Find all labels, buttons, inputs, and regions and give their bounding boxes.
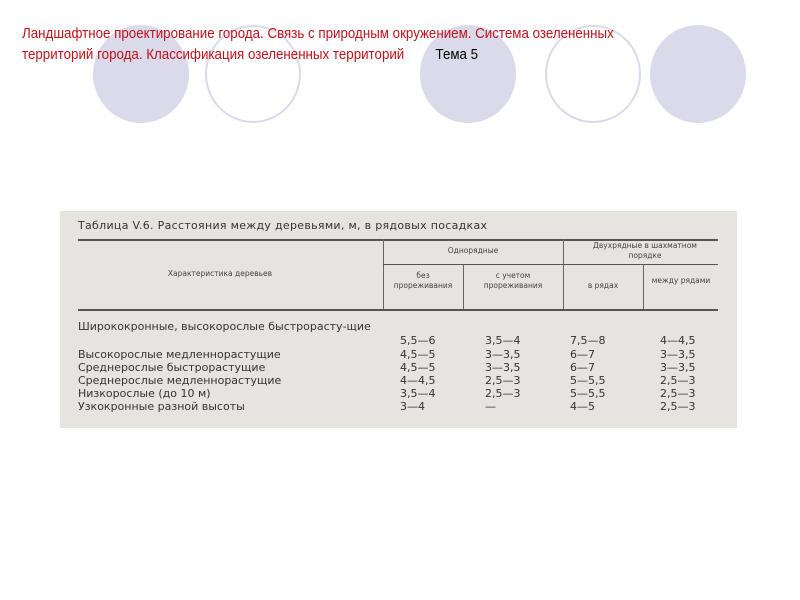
table-cell: 3,5—4 — [400, 387, 436, 400]
table-cell: 6—7 — [570, 348, 595, 361]
table-cell: 2,5—3 — [660, 387, 696, 400]
table-caption: Таблица V.6. Расстояния между деревьями,… — [78, 219, 488, 232]
header-between-rows: между рядами — [651, 276, 711, 285]
table-cell: 3—3,5 — [485, 348, 521, 361]
table-cell: — — [485, 400, 496, 413]
table-cell: 4—4,5 — [660, 334, 696, 347]
table-cell: 5,5—6 — [400, 334, 436, 347]
table-cell: 7,5—8 — [570, 334, 606, 347]
header-double-row: Двухрядные в шахматном порядке — [593, 241, 697, 260]
table-cell: 4,5—5 — [400, 361, 436, 374]
table-cell: 3—3,5 — [660, 348, 696, 361]
header-with-thinning: с учетом прореживания — [483, 271, 543, 290]
table-cell: 6—7 — [570, 361, 595, 374]
decor-circle-outline — [545, 25, 641, 123]
table-row-name: Высокорослые медленнорастущие — [78, 348, 281, 361]
divider — [383, 239, 384, 309]
table-row-name: Узкокронные разной высоты — [78, 400, 245, 413]
decor-circle-filled — [650, 25, 746, 123]
topic-label: Тема 5 — [435, 47, 479, 63]
decor-circle-outline — [205, 25, 301, 123]
decor-circle-filled — [420, 25, 516, 123]
divider — [563, 239, 564, 309]
table-cell: 3—3,5 — [660, 361, 696, 374]
decor-circle-filled — [93, 25, 189, 123]
table-cell: 2,5—3 — [485, 387, 521, 400]
table-row-name: Низкорослые (до 10 м) — [78, 387, 211, 400]
divider — [78, 239, 718, 241]
table-row-name: Среднерослые быстрорастущие — [78, 361, 266, 374]
table-row-name: Среднерослые медленнорастущие — [78, 374, 282, 387]
header-no-thinning: без прореживания — [393, 271, 453, 290]
divider — [383, 264, 718, 265]
table-cell: 2,5—3 — [660, 400, 696, 413]
table-cell: 5—5,5 — [570, 387, 606, 400]
header-single-row: Однорядные — [447, 246, 499, 255]
divider — [78, 309, 718, 311]
divider — [643, 264, 644, 309]
table-cell: 3,5—4 — [485, 334, 521, 347]
title-text: Ландшафтное проектирование города. Связь… — [22, 26, 614, 63]
header-in-rows: в рядах — [587, 281, 619, 290]
table-cell: 3—3,5 — [485, 361, 521, 374]
table-cell: 4—5 — [570, 400, 595, 413]
scanned-table: Таблица V.6. Расстояния между деревьями,… — [60, 211, 737, 428]
table-row-name: Ширококронные, высокорослые быстрорасту-… — [78, 320, 371, 333]
table-cell: 5—5,5 — [570, 374, 606, 387]
slide-title: Ландшафтное проектирование города. Связь… — [22, 24, 684, 66]
header-characteristic: Характеристика деревьев — [167, 269, 273, 278]
table-cell: 2,5—3 — [660, 374, 696, 387]
table-cell: 2,5—3 — [485, 374, 521, 387]
divider — [463, 264, 464, 309]
table-cell: 3—4 — [400, 400, 425, 413]
table-cell: 4—4,5 — [400, 374, 436, 387]
table-cell: 4,5—5 — [400, 348, 436, 361]
